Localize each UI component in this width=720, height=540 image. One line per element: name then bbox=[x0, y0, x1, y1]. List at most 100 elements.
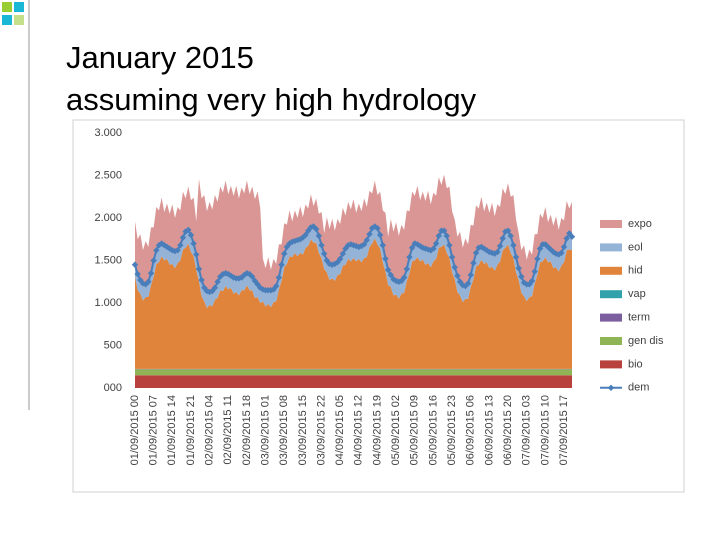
marker bbox=[555, 251, 562, 258]
y-tick-label: 000 bbox=[104, 382, 122, 394]
x-tick-label: 07/09/2015 17 bbox=[558, 395, 570, 465]
marker bbox=[214, 278, 221, 285]
marker bbox=[467, 271, 474, 279]
marker bbox=[518, 273, 525, 280]
marker bbox=[520, 279, 528, 286]
marker bbox=[145, 278, 152, 285]
legend-label: vap bbox=[628, 288, 646, 300]
marker bbox=[400, 274, 408, 281]
marker bbox=[528, 277, 536, 285]
x-tick-label: 04/09/2015 05 bbox=[334, 395, 346, 465]
marker bbox=[230, 274, 237, 281]
legend-label: hid bbox=[628, 265, 643, 277]
marker bbox=[432, 240, 440, 247]
legend-swatch bbox=[600, 313, 622, 322]
marker bbox=[504, 227, 512, 234]
legend-label: dem bbox=[628, 382, 649, 394]
y-tick-label: 2.000 bbox=[94, 212, 122, 224]
marker bbox=[281, 250, 288, 257]
x-tick-label: 02/09/2015 11 bbox=[222, 395, 234, 465]
y-tick-label: 1.000 bbox=[94, 297, 122, 309]
marker bbox=[494, 248, 501, 256]
marker bbox=[187, 231, 195, 239]
marker bbox=[496, 242, 504, 250]
legend-label: term bbox=[628, 312, 650, 324]
legend-swatch bbox=[600, 337, 622, 345]
marker bbox=[560, 243, 568, 251]
marker bbox=[134, 270, 141, 278]
x-tick-label: 01/09/2015 14 bbox=[166, 395, 178, 465]
area bbox=[135, 174, 572, 292]
marker bbox=[446, 242, 453, 249]
marker bbox=[536, 245, 544, 252]
marker bbox=[310, 223, 317, 230]
x-tick-label: 03/09/2015 08 bbox=[278, 395, 290, 465]
x-tick-label: 04/09/2015 19 bbox=[371, 395, 383, 465]
marker bbox=[195, 265, 203, 273]
marker bbox=[219, 270, 227, 278]
marker bbox=[558, 249, 565, 257]
marker bbox=[408, 244, 416, 251]
x-tick-label: 05/09/2015 09 bbox=[409, 395, 421, 465]
legend-swatch bbox=[600, 266, 622, 275]
marker bbox=[435, 232, 442, 240]
marker bbox=[177, 242, 184, 249]
marker bbox=[147, 270, 155, 277]
marker bbox=[542, 241, 549, 248]
marker bbox=[374, 225, 381, 232]
marker bbox=[454, 272, 461, 279]
logo-square bbox=[14, 15, 24, 25]
x-tick-label: 04/09/2015 12 bbox=[353, 395, 365, 465]
x-tick-label: 05/09/2015 02 bbox=[390, 395, 402, 465]
marker bbox=[190, 240, 197, 247]
x-tick-label: 06/09/2015 06 bbox=[465, 395, 477, 465]
marker bbox=[512, 253, 520, 261]
marker bbox=[366, 230, 373, 238]
marker bbox=[534, 255, 541, 262]
marker bbox=[150, 257, 157, 264]
x-tick-label: 02/09/2015 18 bbox=[241, 395, 253, 465]
y-tick-label: 1.500 bbox=[94, 254, 122, 266]
x-tick-label: 06/09/2015 20 bbox=[502, 395, 514, 465]
legend-label: expo bbox=[628, 218, 652, 230]
marker bbox=[222, 270, 229, 277]
marker bbox=[430, 245, 437, 252]
marker bbox=[376, 231, 384, 239]
marker bbox=[387, 271, 395, 279]
marker bbox=[472, 249, 480, 257]
marker bbox=[382, 255, 389, 262]
legend-swatch bbox=[600, 290, 622, 299]
marker bbox=[550, 248, 557, 256]
x-tick-label: 01/09/2015 00 bbox=[129, 395, 141, 465]
x-tick-label: 01/09/2015 07 bbox=[148, 395, 160, 465]
marker bbox=[312, 225, 320, 233]
marker bbox=[336, 255, 344, 262]
marker bbox=[531, 268, 538, 275]
marker bbox=[339, 250, 347, 257]
marker bbox=[315, 232, 323, 240]
marker bbox=[153, 247, 160, 254]
x-tick-label: 05/09/2015 16 bbox=[427, 395, 439, 465]
marker bbox=[174, 247, 181, 254]
marker bbox=[286, 240, 293, 247]
area bbox=[135, 238, 572, 369]
marker bbox=[241, 271, 248, 279]
marker bbox=[451, 264, 458, 271]
legend-swatch bbox=[600, 360, 622, 369]
marker bbox=[318, 242, 325, 249]
marker bbox=[486, 248, 493, 256]
marker bbox=[278, 261, 285, 268]
legend-swatch bbox=[600, 243, 622, 252]
legend-swatch bbox=[607, 384, 615, 391]
legend-label: bio bbox=[628, 358, 643, 370]
marker bbox=[464, 280, 472, 287]
marker bbox=[440, 227, 448, 234]
slide-title-line: January 2015 bbox=[66, 40, 254, 75]
marker bbox=[499, 235, 506, 242]
x-tick-label: 03/09/2015 15 bbox=[297, 395, 309, 465]
marker bbox=[249, 273, 256, 280]
x-tick-label: 07/09/2015 03 bbox=[521, 395, 533, 465]
marker bbox=[273, 282, 280, 290]
